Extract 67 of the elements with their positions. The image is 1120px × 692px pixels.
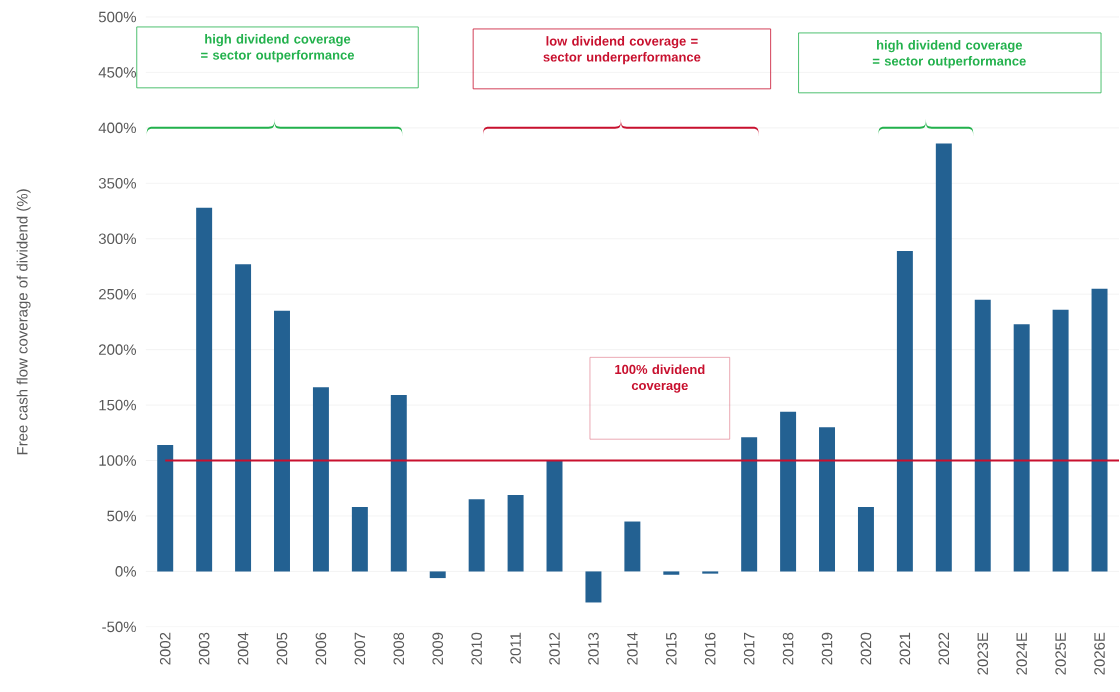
x-tick-label: 2013 (588, 632, 599, 665)
x-tick-label: 2018 (782, 632, 794, 665)
bar (1091, 288, 1108, 572)
bar (624, 521, 641, 572)
bar (507, 495, 524, 572)
y-tick-label: 100% (99, 455, 137, 466)
x-tick-label: 2015 (666, 632, 677, 665)
bar (390, 395, 407, 572)
x-tick-label: 2009 (432, 632, 444, 665)
x-tick-label: 2016 (704, 632, 716, 665)
x-tick-label: 2026E (1094, 632, 1105, 675)
y-tick-label: 300% (98, 233, 137, 245)
bar (429, 571, 446, 579)
bar (468, 499, 485, 572)
bar (896, 251, 913, 572)
bar (819, 427, 836, 572)
bar (585, 571, 602, 603)
y-tick-label: 250% (99, 289, 137, 300)
x-tick-label: 2021 (899, 632, 911, 665)
bar (235, 264, 252, 572)
x-tick-label: 2017 (743, 632, 755, 665)
bar (157, 445, 174, 572)
x-tick-label: 2010 (471, 632, 482, 665)
bar (196, 207, 213, 572)
bar (935, 143, 952, 572)
bar (702, 571, 719, 574)
x-tick-label: 2024E (1016, 632, 1027, 675)
x-tick-label: 2022 (938, 632, 950, 665)
bar (274, 310, 290, 572)
bar (312, 387, 329, 572)
bar (351, 507, 368, 572)
y-tick-label: 150% (99, 399, 137, 411)
y-tick-label: 200% (99, 344, 137, 356)
x-tick-label: 2012 (549, 632, 560, 665)
x-tick-label: 2023E (977, 632, 989, 675)
x-tick-label: 2020 (860, 632, 872, 665)
bar (741, 437, 758, 572)
y-tick-label: 400% (98, 122, 137, 134)
y-tick-label: 50% (107, 510, 137, 522)
bar (780, 411, 797, 572)
x-tick-label: 2004 (237, 632, 249, 665)
y-tick-label: 450% (98, 67, 137, 78)
bar (1013, 324, 1030, 572)
y-tick-label: 0% (115, 566, 137, 577)
x-tick-label: 2006 (315, 632, 327, 665)
x-tick-label: 2003 (198, 632, 210, 665)
annotation: high dividend coverage = sector outperformance (201, 34, 355, 63)
y-axis-title: Free cash flow coverage of dividend (%) (16, 189, 31, 455)
bar (1052, 309, 1069, 572)
x-tick-label: 2014 (627, 632, 638, 665)
annotation: low dividend coverage = sector underperformance (543, 36, 701, 65)
y-tick-label: -50% (102, 621, 137, 633)
x-tick-label: 2025E (1055, 632, 1066, 675)
x-tick-label: 2007 (354, 632, 366, 665)
ref-line-label: 100% dividend coverage (615, 364, 705, 393)
x-tick-label: 2019 (821, 632, 833, 665)
x-tick-label: 2011 (510, 632, 521, 664)
x-tick-label: 2008 (393, 632, 405, 665)
y-tick-label: 500% (98, 11, 137, 23)
bar (663, 571, 680, 575)
bar (546, 460, 563, 572)
bar (974, 299, 991, 572)
annotation: high dividend coverage = sector outperformance (872, 40, 1026, 69)
y-tick-label: 350% (98, 178, 137, 189)
x-tick-label: 2005 (276, 632, 288, 665)
x-tick-label: 2002 (159, 632, 171, 665)
bar (857, 507, 874, 572)
